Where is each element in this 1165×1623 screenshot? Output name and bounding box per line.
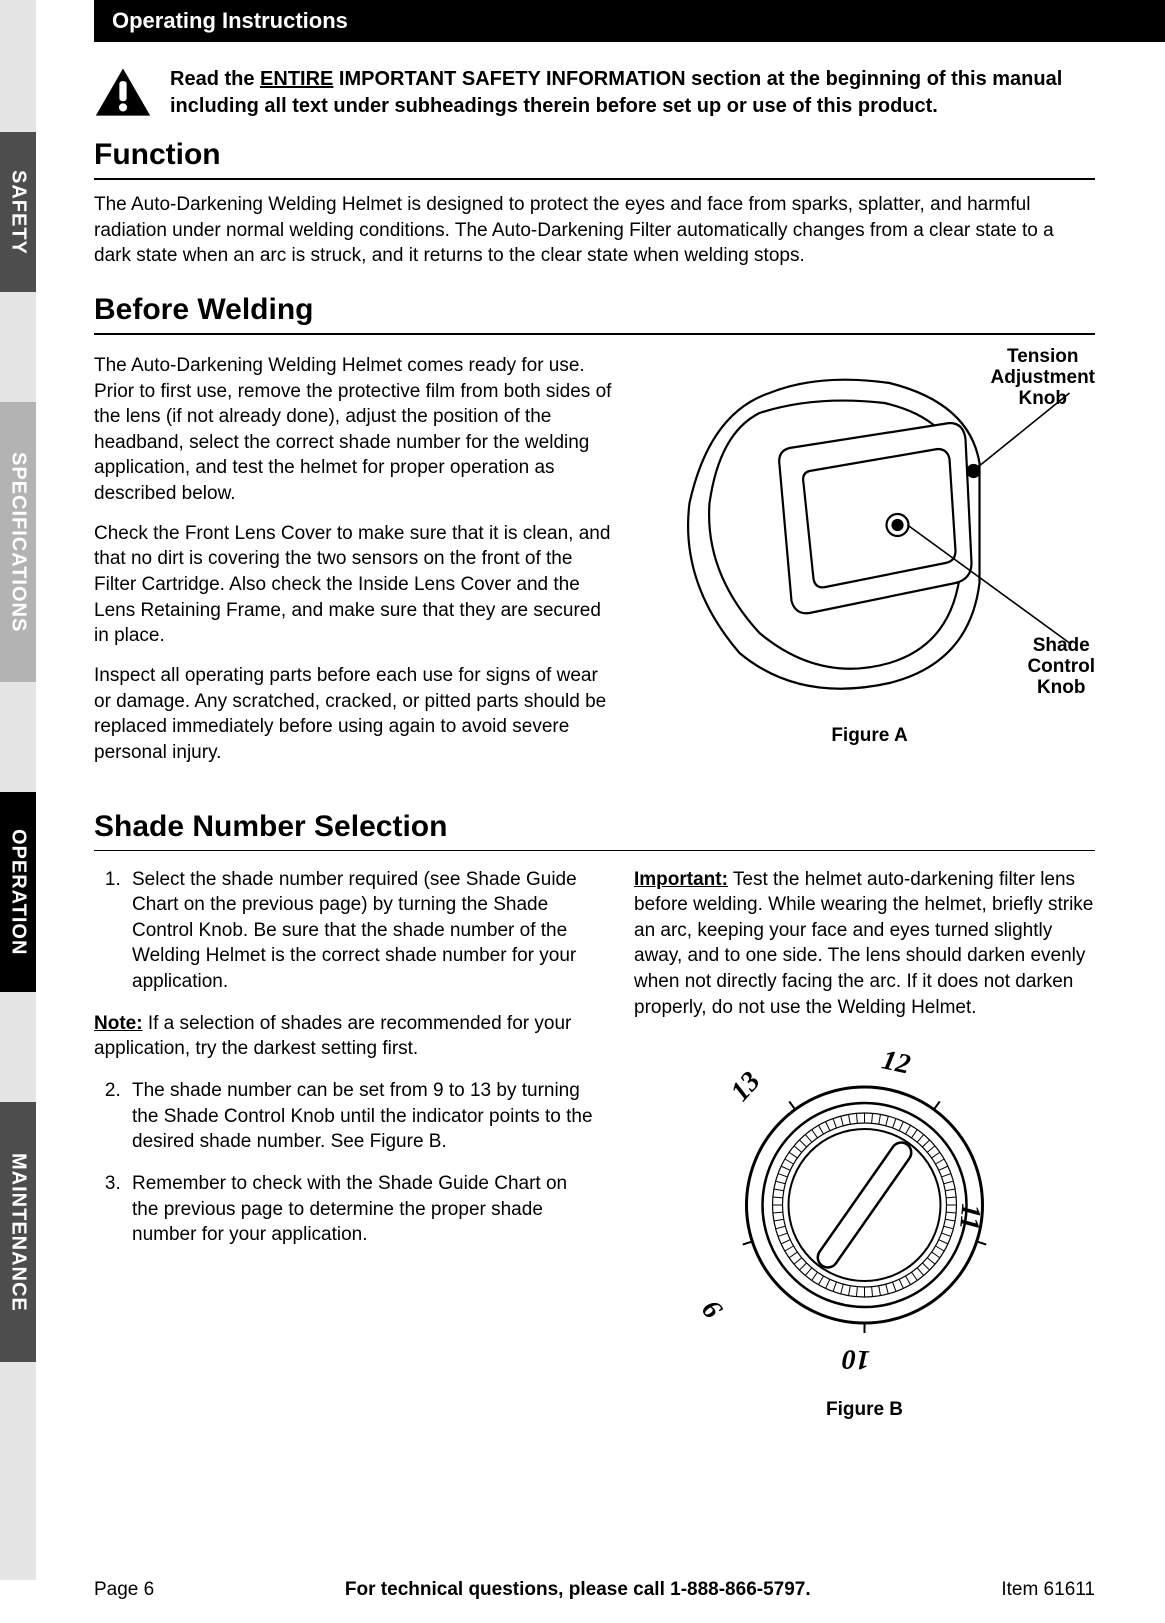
side-tab-label: MAINTENANCE <box>7 1153 30 1312</box>
side-tab-label: SAFETY <box>7 170 30 255</box>
step-2: The shade number can be set from 9 to 13… <box>126 1078 594 1155</box>
important-label: Important: <box>634 869 728 890</box>
step-1: Select the shade number required (see Sh… <box>126 867 594 995</box>
heading-function: Function <box>94 138 1095 172</box>
warning-row: Read the ENTIRE IMPORTANT SAFETY INFORMA… <box>94 66 1095 120</box>
side-tab-label: SPECIFICATIONS <box>7 452 30 632</box>
shade-knob-illustration <box>634 1040 1095 1380</box>
label-line: Control <box>1027 657 1095 678</box>
label-line: Knob <box>1027 678 1095 699</box>
shade-selection-right: Important: Test the helmet auto-darkenin… <box>634 867 1095 1421</box>
side-tab-safety: SAFETY <box>0 132 36 292</box>
warning-triangle-icon <box>94 66 152 118</box>
label-line: Adjustment <box>991 368 1096 389</box>
label-line: Knob <box>991 389 1096 410</box>
side-tab-label: OPERATION <box>7 829 30 955</box>
side-tab-specifications: SPECIFICATIONS <box>0 402 36 682</box>
label-tension-knob: Tension Adjustment Knob <box>991 347 1096 410</box>
section-rule <box>94 333 1095 335</box>
warning-pre: Read the <box>170 68 260 90</box>
before-welding-text: The Auto-Darkening Welding Helmet comes … <box>94 353 614 780</box>
steps-list-cont: The shade number can be set from 9 to 13… <box>94 1078 594 1248</box>
figure-a-container: Tension Adjustment Knob Shade Control Kn… <box>644 353 1095 743</box>
bw-para-2: Check the Front Lens Cover to make sure … <box>94 521 614 649</box>
label-line: Tension <box>991 347 1096 368</box>
footer-item: Item 61611 <box>1001 1579 1095 1601</box>
label-shade-knob: Shade Control Knob <box>1027 636 1095 699</box>
knob-number-10: 10 <box>841 1340 870 1379</box>
side-tab-operation: OPERATION <box>0 792 36 992</box>
page-footer: Page 6 For technical questions, please c… <box>94 1579 1095 1601</box>
label-line: Shade <box>1027 636 1095 657</box>
knob-number-11: 11 <box>949 1202 989 1232</box>
note-body: If a selection of shades are recommended… <box>94 1013 571 1060</box>
heading-shade-selection: Shade Number Selection <box>94 810 1095 844</box>
note-label: Note: <box>94 1013 143 1034</box>
important-paragraph: Important: Test the helmet auto-darkenin… <box>634 867 1095 1021</box>
side-tab-column: SAFETY SPECIFICATIONS OPERATION MAINTENA… <box>0 0 36 1580</box>
section-rule <box>94 178 1095 180</box>
function-body: The Auto-Darkening Welding Helmet is des… <box>94 192 1095 269</box>
heading-before-welding: Before Welding <box>94 293 1095 327</box>
warning-entire: ENTIRE <box>260 68 333 90</box>
footer-support: For technical questions, please call 1-8… <box>345 1579 811 1601</box>
side-tab-maintenance: MAINTENANCE <box>0 1102 36 1362</box>
step-3: Remember to check with the Shade Guide C… <box>126 1171 594 1248</box>
figure-b-container: 12 11 10 9 13 Figure B <box>634 1040 1095 1420</box>
note-paragraph: Note: If a selection of shades are recom… <box>94 1011 594 1062</box>
warning-text: Read the ENTIRE IMPORTANT SAFETY INFORMA… <box>170 66 1095 120</box>
footer-page: Page 6 <box>94 1579 154 1601</box>
important-body: Test the helmet auto-darkening filter le… <box>634 869 1093 1018</box>
figure-b-caption: Figure B <box>826 1397 903 1423</box>
steps-list: Select the shade number required (see Sh… <box>94 867 594 995</box>
page-title: Operating Instructions <box>112 8 348 34</box>
header-bar: Operating Instructions <box>94 0 1165 42</box>
bw-para-3: Inspect all operating parts before each … <box>94 663 614 766</box>
figure-a-caption: Figure A <box>831 725 907 747</box>
bw-para-1: The Auto-Darkening Welding Helmet comes … <box>94 353 614 507</box>
shade-selection-left: Select the shade number required (see Sh… <box>94 867 594 1421</box>
section-rule <box>94 850 1095 851</box>
